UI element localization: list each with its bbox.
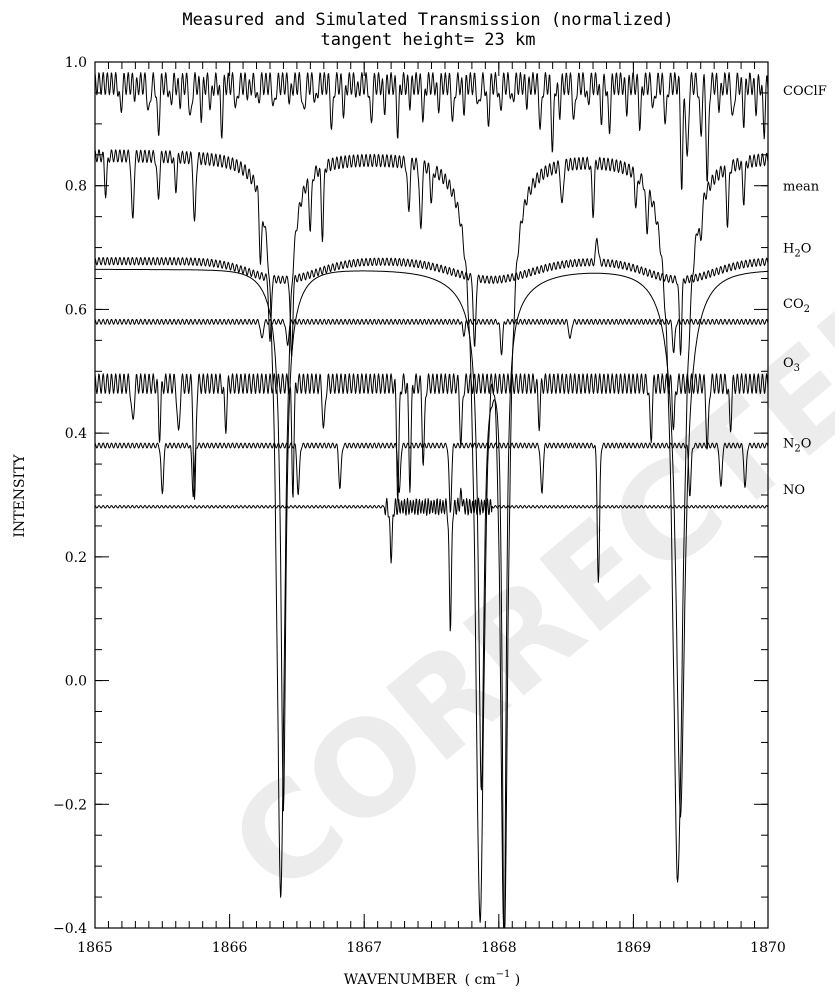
y-tick-label: 1.0 xyxy=(65,55,87,71)
series-line-mean xyxy=(94,149,769,929)
y-tick-label: 0.4 xyxy=(65,426,87,442)
watermark: CORRECTED PROOF xyxy=(202,0,835,924)
series-label-mean: mean xyxy=(783,180,820,195)
series-line-coclf xyxy=(94,72,769,190)
series-labels-layer: COClF mean H2O CO2 O3 N2O NO xyxy=(783,84,827,498)
chart-title: Measured and Simulated Transmission (nor… xyxy=(182,10,673,30)
series-line-n2o xyxy=(94,373,769,503)
chart-subtitle: tangent height= 23 km xyxy=(321,30,536,50)
y-tick-label: −0.2 xyxy=(53,797,87,813)
series-line-no-base xyxy=(94,487,769,632)
series-line-h2o xyxy=(94,237,769,357)
x-tick-label: 1869 xyxy=(616,940,652,956)
series-line-o3 xyxy=(94,318,769,356)
series-layer xyxy=(94,72,769,929)
x-tick-label: 1866 xyxy=(212,940,248,956)
x-tick-label: 1868 xyxy=(481,940,517,956)
series-label-co2: CO2 xyxy=(783,297,810,315)
x-axis-label-unit-open: ( cm xyxy=(465,972,496,988)
series-label-no: NO xyxy=(783,483,805,498)
y-tick-label: 0.6 xyxy=(65,302,87,318)
x-axis-label: WAVENUMBER ( cm−1 ) xyxy=(344,969,521,988)
x-axis-label-unit-close: ) xyxy=(510,972,520,988)
series-label-o3: O3 xyxy=(783,356,800,374)
plot-frame xyxy=(94,61,769,929)
x-tick-label: 1865 xyxy=(77,940,113,956)
y-tick-label: 0.0 xyxy=(65,674,87,690)
x-tick-label: 1867 xyxy=(346,940,382,956)
x-axis-label-unit-exp: −1 xyxy=(496,969,511,980)
series-label-coclf: COClF xyxy=(783,84,827,99)
y-tick-label: −0.4 xyxy=(53,921,87,937)
y-tick-label: 0.8 xyxy=(65,179,87,195)
x-axis-label-main: WAVENUMBER xyxy=(344,972,457,988)
y-tick-label: 0.2 xyxy=(65,550,87,566)
series-label-n2o: N2O xyxy=(783,436,811,454)
y-axis-label: INTENSITY xyxy=(12,454,28,538)
series-label-h2o: H2O xyxy=(783,242,811,260)
series-line-co2 xyxy=(95,268,769,929)
x-tick-label: 1870 xyxy=(750,940,786,956)
ticks-layer: 1865 1866 1867 1868 1869 1870 −0.4 −0.2 0.0 0.2 0.… xyxy=(53,55,786,956)
series-line-no xyxy=(94,442,769,583)
